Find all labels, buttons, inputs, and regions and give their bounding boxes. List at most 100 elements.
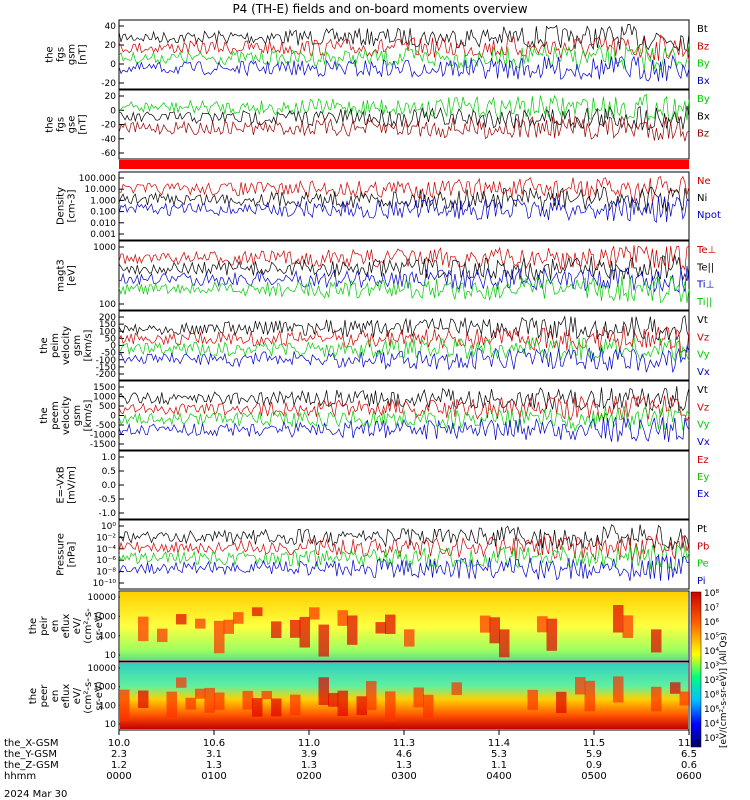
spectro-patch — [252, 698, 263, 717]
spectro-patch — [385, 691, 396, 722]
y-tick-label: 1000 — [93, 612, 116, 622]
spectro-patch — [195, 618, 206, 629]
spectro-patch — [622, 615, 633, 638]
legend-Bz: Bz — [697, 41, 709, 52]
y-tick-label: 40 — [105, 22, 117, 32]
spectro-patch — [347, 615, 358, 645]
panel-ylabel: thefgsgse[nT] — [45, 114, 89, 134]
ephem-value: 0100 — [201, 771, 226, 782]
y-tick-label: 150 — [99, 320, 116, 330]
y-tick-label: -1000 — [90, 431, 116, 441]
colorbar-tick-label: 10⁸ — [704, 589, 719, 599]
ephem-value: 3.9 — [301, 749, 317, 760]
series-Pi — [118, 554, 690, 582]
y-tick-label: 1500 — [93, 383, 116, 393]
spectro-patch — [261, 690, 272, 700]
series-Vx — [118, 345, 690, 373]
ephem-value: 11.0 — [298, 738, 320, 749]
spectro-patch — [413, 687, 424, 708]
spectro-patch — [385, 614, 396, 635]
y-tick-label: 0 — [110, 106, 116, 116]
series-Npot — [118, 196, 690, 224]
ephem-value: 0300 — [391, 771, 416, 782]
y-tick-label: 100 — [99, 701, 116, 711]
spectro-patch — [309, 607, 320, 620]
spectro-patch — [214, 620, 225, 654]
ephem-value: 11.4 — [488, 738, 510, 749]
panel-ylabel: Pressure[nPa] — [56, 533, 78, 576]
legend-By: By — [697, 59, 710, 70]
panel-frame — [118, 240, 690, 311]
y-tick-label: 10.000 — [85, 185, 117, 195]
spectro-patch — [214, 692, 225, 710]
y-tick-label: 100 — [99, 300, 116, 310]
ephem-value: 1.3 — [301, 760, 317, 771]
ephem-value: 1.3 — [206, 760, 222, 771]
panel-ylabel: E=-VxB[mV/m] — [56, 466, 78, 504]
spectro-patch — [157, 628, 168, 643]
legend-Vz: Vz — [697, 332, 709, 343]
spectro-patch — [375, 622, 386, 634]
series-Bz — [118, 114, 690, 142]
y-tick-label: -60 — [101, 149, 116, 159]
series-Ni — [118, 186, 690, 213]
spectro-patch — [480, 615, 491, 633]
date-label: 2024 Mar 30 — [4, 789, 67, 800]
spectro-patch — [584, 680, 595, 712]
spectro-patch — [337, 690, 348, 717]
legend-By: By — [697, 94, 710, 105]
spectro-patch — [328, 693, 339, 707]
colorbar-tick-label: 10² — [704, 734, 719, 744]
series-Te⊥ — [118, 245, 690, 271]
panel-ylabel: thepeimvelocitygsm[km/s] — [39, 326, 94, 365]
series-Vy — [118, 405, 690, 433]
panel-frame — [118, 171, 690, 241]
y-tick-label: -40 — [101, 135, 116, 145]
ephem-value: 5.3 — [491, 749, 507, 760]
y-tick-label: 1000 — [93, 393, 116, 403]
series-Vt — [118, 315, 690, 341]
spectro-patch — [451, 682, 462, 695]
ephem-value: 0000 — [106, 771, 131, 782]
y-tick-label: 0.010 — [90, 219, 116, 229]
panel-peim-vel: thepeimvelocitygsm[km/s]200150100500-50-… — [39, 310, 710, 381]
series-Pe — [118, 544, 690, 572]
spectro-patch — [185, 697, 196, 710]
spectro-patch — [119, 689, 130, 721]
spectro-patch — [613, 676, 624, 703]
y-tick-label: 1.0 — [102, 453, 117, 463]
series-Bx — [118, 54, 690, 82]
panel-efield: E=-VxB[mV/m] 1.0 0.5 0.0 -0.5 -1.0 Ez Ey Ex — [56, 450, 709, 520]
spectro-patch — [613, 605, 624, 633]
ephem-value: 1.3 — [396, 760, 412, 771]
legend-Pe: Pe — [697, 559, 709, 570]
ephem-row-label: hhmm — [4, 771, 36, 782]
spectro-patch — [499, 629, 510, 658]
panel-ylabel: thefgsgsm[nT] — [45, 44, 89, 65]
y-tick-label: 10⁻⁴ — [96, 545, 116, 555]
y-tick-label: 10⁰ — [101, 522, 116, 532]
legend-Pt: Pt — [697, 524, 707, 535]
series-By — [118, 44, 690, 71]
series-Vt — [118, 386, 690, 413]
panel-peer-eflux: thepeerenefluxeV/(cm²-s-sr-eV) 10000 1000 1… — [28, 661, 690, 731]
legend-Te||: Te|| — [696, 262, 714, 273]
ephem-value: 1.2 — [111, 760, 127, 771]
y-tick-label: 100 — [99, 327, 116, 337]
y-tick-label: 0 — [110, 60, 116, 70]
spectro-patch — [556, 691, 567, 714]
spectro-patch — [546, 618, 557, 651]
legend-Vt: Vt — [697, 315, 708, 326]
legend-Pi: Pi — [697, 576, 706, 587]
y-tick-label: 500 — [99, 402, 116, 412]
panel-frame — [118, 590, 690, 662]
y-tick-label: 10⁻¹⁰ — [93, 579, 117, 589]
y-tick-label: -150 — [96, 363, 117, 373]
spectro-patch — [195, 688, 206, 699]
spectro-patch — [527, 689, 538, 710]
y-tick-label: -20 — [101, 79, 116, 89]
legend-Vx: Vx — [697, 367, 710, 378]
series-Ti|| — [118, 275, 690, 304]
spectro-patch — [356, 696, 367, 716]
